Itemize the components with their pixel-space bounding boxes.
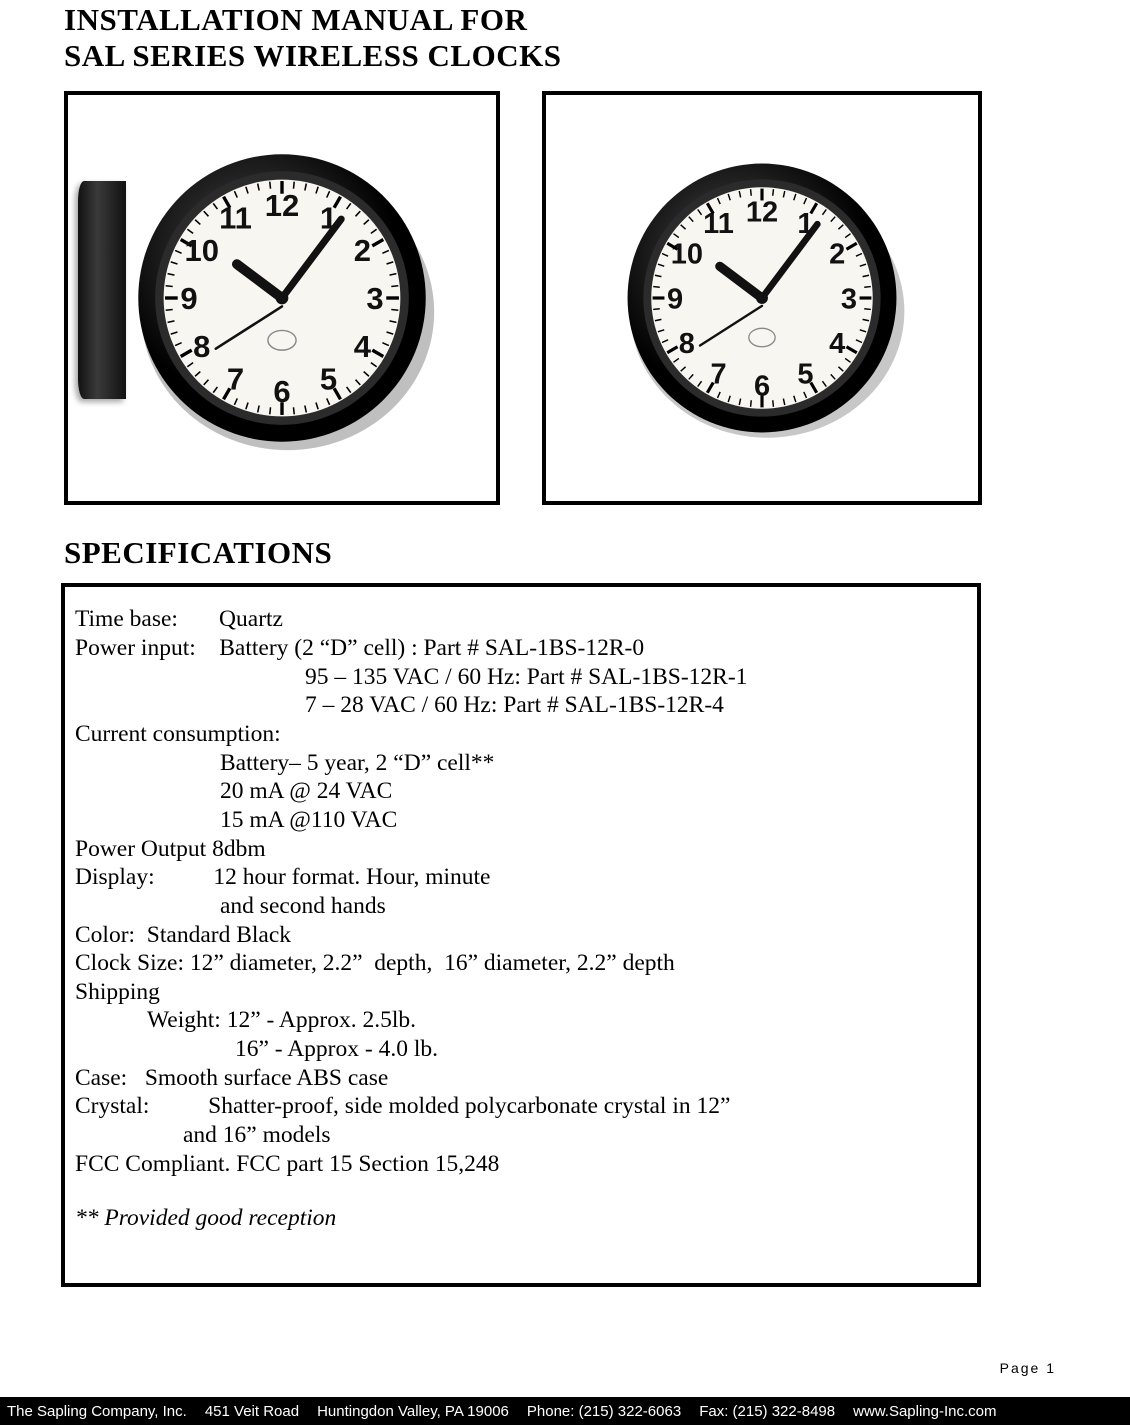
svg-text:11: 11 bbox=[219, 201, 252, 236]
clock-bracket bbox=[78, 181, 126, 399]
spec-note: ** Provided good reception bbox=[75, 1204, 967, 1233]
clock-image-single: 12 1 2 3 4 5 6 7 8 9 10 11 bbox=[594, 148, 930, 448]
svg-text:9: 9 bbox=[180, 281, 197, 316]
footer-address: 451 Veit Road bbox=[205, 1403, 299, 1420]
svg-text:2: 2 bbox=[829, 239, 845, 271]
document-title: INSTALLATION MANUAL FOR SAL SERIES WIREL… bbox=[64, 2, 1066, 73]
spec-current-3: 15 mA @110 VAC bbox=[75, 806, 967, 835]
svg-text:12: 12 bbox=[746, 197, 778, 229]
spec-power-out: Power Output 8dbm bbox=[75, 835, 967, 864]
spec-current-1: Battery– 5 year, 2 “D” cell** bbox=[75, 749, 967, 778]
spec-fcc: FCC Compliant. FCC part 15 Section 15,24… bbox=[75, 1150, 967, 1179]
svg-text:3: 3 bbox=[366, 281, 383, 316]
svg-text:8: 8 bbox=[679, 328, 695, 360]
spec-time-base: Time base: Quartz bbox=[75, 605, 967, 634]
specifications-box: Time base: Quartz Power input: Battery (… bbox=[61, 583, 981, 1287]
spec-display-1: Display: 12 hour format. Hour, minute bbox=[75, 863, 967, 892]
svg-text:10: 10 bbox=[671, 239, 703, 271]
svg-text:2: 2 bbox=[354, 233, 371, 268]
spec-power-input-2: 95 – 135 VAC / 60 Hz: Part # SAL-1BS-12R… bbox=[75, 663, 967, 692]
footer-fax: Fax: (215) 322-8498 bbox=[699, 1403, 835, 1420]
spec-size: Clock Size: 12” diameter, 2.2” depth, 16… bbox=[75, 949, 967, 978]
spec-ship-2: 16” - Approx - 4.0 lb. bbox=[75, 1035, 967, 1064]
clock-face-icon: 12 1 2 3 4 5 6 7 8 9 10 11 bbox=[127, 143, 437, 453]
spec-current-2: 20 mA @ 24 VAC bbox=[75, 777, 967, 806]
spec-current-hdr: Current consumption: bbox=[75, 720, 967, 749]
spec-crystal-2: and 16” models bbox=[75, 1121, 967, 1150]
svg-text:12: 12 bbox=[265, 188, 299, 223]
svg-text:6: 6 bbox=[273, 374, 290, 409]
svg-text:4: 4 bbox=[354, 329, 372, 364]
footer-url: www.Sapling-Inc.com bbox=[853, 1403, 996, 1420]
svg-text:8: 8 bbox=[193, 329, 210, 364]
spec-crystal-1: Crystal: Shatter-proof, side molded poly… bbox=[75, 1092, 967, 1121]
title-line-1: INSTALLATION MANUAL FOR bbox=[64, 2, 527, 37]
svg-text:5: 5 bbox=[320, 362, 337, 397]
svg-text:11: 11 bbox=[703, 208, 734, 240]
footer-phone: Phone: (215) 322-6063 bbox=[527, 1403, 681, 1420]
clock-face-icon: 12 1 2 3 4 5 6 7 8 9 10 11 bbox=[602, 153, 922, 443]
svg-text:7: 7 bbox=[227, 362, 244, 397]
spec-case: Case: Smooth surface ABS case bbox=[75, 1064, 967, 1093]
footer-citystate: Huntingdon Valley, PA 19006 bbox=[317, 1403, 509, 1420]
product-images-row: 12 1 2 3 4 5 6 7 8 9 10 11 bbox=[64, 91, 1066, 505]
svg-text:10: 10 bbox=[184, 233, 218, 268]
footer-bar: The Sapling Company, Inc. 451 Veit Road … bbox=[0, 1397, 1130, 1425]
spec-color: Color: Standard Black bbox=[75, 921, 967, 950]
title-line-2: SAL SERIES WIRELESS CLOCKS bbox=[64, 38, 561, 73]
clock-image-double-sided: 12 1 2 3 4 5 6 7 8 9 10 11 bbox=[112, 133, 452, 463]
spec-power-input-3: 7 – 28 VAC / 60 Hz: Part # SAL-1BS-12R-4 bbox=[75, 691, 967, 720]
specifications-heading: SPECIFICATIONS bbox=[64, 535, 1066, 571]
svg-text:4: 4 bbox=[829, 328, 845, 360]
spec-display-2: and second hands bbox=[75, 892, 967, 921]
product-image-frame-left: 12 1 2 3 4 5 6 7 8 9 10 11 bbox=[64, 91, 500, 505]
spec-ship-hdr: Shipping bbox=[75, 978, 967, 1007]
svg-text:3: 3 bbox=[841, 284, 857, 316]
product-image-frame-right: 12 1 2 3 4 5 6 7 8 9 10 11 bbox=[542, 91, 982, 505]
spec-power-input: Power input: Battery (2 “D” cell) : Part… bbox=[75, 634, 967, 663]
footer-company: The Sapling Company, Inc. bbox=[7, 1403, 187, 1420]
spec-ship-1: Weight: 12” - Approx. 2.5lb. bbox=[75, 1006, 967, 1035]
page-number: Page 1 bbox=[1000, 1360, 1056, 1376]
svg-text:9: 9 bbox=[667, 284, 683, 316]
